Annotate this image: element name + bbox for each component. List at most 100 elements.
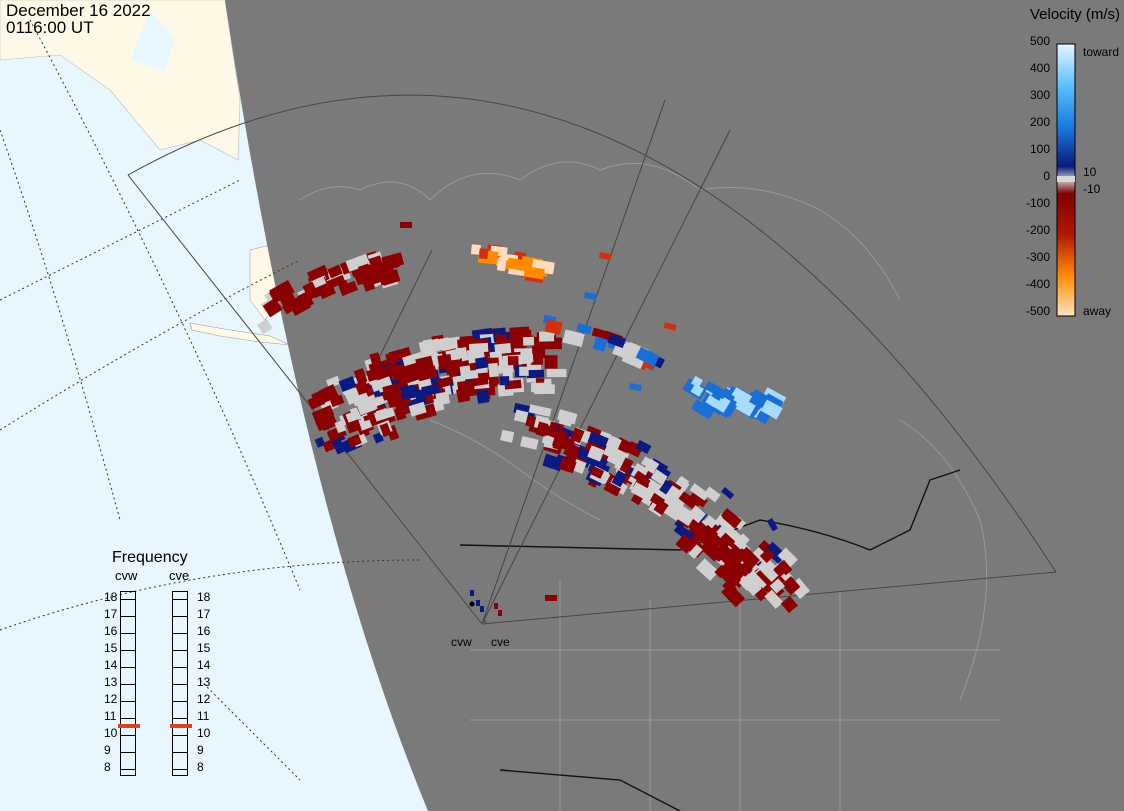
scatter-cell bbox=[526, 369, 545, 379]
velocity-tick-label: -400 bbox=[1025, 277, 1050, 291]
scatter-cell bbox=[562, 329, 585, 348]
scatter-cell bbox=[633, 470, 650, 486]
frequency-level-label: 15 bbox=[104, 641, 118, 655]
scatter-cell bbox=[393, 364, 406, 379]
scatter-cell bbox=[635, 439, 652, 454]
scatter-cell bbox=[278, 291, 298, 309]
radar-site-cvw bbox=[469, 601, 475, 607]
scatter-cell bbox=[399, 384, 416, 400]
scatter-cell bbox=[361, 276, 376, 292]
scatter-cell bbox=[591, 327, 615, 342]
frequency-column bbox=[120, 591, 136, 776]
scatter-cell bbox=[468, 342, 489, 353]
scatter-cell bbox=[500, 429, 515, 443]
scatter-cell bbox=[766, 518, 778, 532]
scatter-cell bbox=[437, 354, 453, 370]
frequency-level-label: 16 bbox=[104, 624, 118, 638]
scatter-cell bbox=[764, 589, 784, 609]
scatter-cell bbox=[722, 402, 737, 418]
scatter-cell bbox=[716, 532, 734, 550]
scatter-cell bbox=[457, 380, 473, 396]
scatter-cell bbox=[744, 579, 762, 597]
scatter-cell bbox=[558, 412, 574, 427]
freq-radar-label-cvw: cvw bbox=[115, 568, 138, 583]
scatter-cell bbox=[757, 560, 779, 583]
aleutian-islands bbox=[189, 322, 291, 346]
scatter-cell bbox=[382, 383, 398, 399]
scatter-cell bbox=[711, 545, 728, 562]
frequency-indicator bbox=[170, 724, 192, 728]
velocity-scatter bbox=[257, 222, 810, 616]
frequency-gridline bbox=[172, 735, 188, 736]
scatter-cell bbox=[459, 365, 472, 378]
frequency-gridline bbox=[172, 667, 188, 668]
scatter-cell bbox=[494, 603, 498, 609]
frequency-gridline bbox=[172, 718, 188, 719]
scatter-cell bbox=[476, 600, 480, 606]
scatter-cell bbox=[544, 319, 563, 335]
observation-time: 0116:00 UT bbox=[6, 18, 94, 37]
frequency-level-label: 12 bbox=[197, 692, 211, 706]
scatter-cell bbox=[370, 376, 393, 393]
velocity-legend-title: Velocity (m/s) bbox=[1029, 6, 1120, 23]
scatter-cell bbox=[507, 257, 528, 272]
frequency-gridline bbox=[172, 701, 188, 702]
scatter-cell bbox=[318, 284, 336, 300]
scatter-cell bbox=[611, 470, 628, 488]
observation-date: December 16 2022 bbox=[6, 1, 151, 20]
scatter-cell bbox=[621, 349, 646, 370]
velocity-zero-band bbox=[1057, 176, 1075, 182]
velocity-tick-label: 100 bbox=[1029, 142, 1050, 156]
frequency-level-label: 9 bbox=[197, 743, 204, 757]
scatter-cell bbox=[353, 368, 368, 385]
scatter-cell bbox=[415, 355, 434, 371]
legend-toward-label: toward bbox=[1083, 45, 1120, 59]
scatter-cell bbox=[703, 486, 721, 503]
scatter-cell bbox=[530, 382, 552, 393]
scatter-cell bbox=[306, 264, 329, 282]
scatter-cell bbox=[703, 514, 718, 530]
scatter-cell bbox=[653, 499, 669, 516]
frequency-gridline bbox=[172, 616, 188, 617]
scatter-cell bbox=[498, 610, 502, 616]
scatter-cell bbox=[650, 469, 668, 486]
scatter-cell bbox=[621, 341, 637, 356]
scatter-cell bbox=[607, 333, 627, 349]
velocity-tick-label: -300 bbox=[1025, 250, 1050, 264]
scatter-cell bbox=[379, 422, 392, 437]
scatter-cell bbox=[628, 382, 642, 391]
scatter-cell bbox=[530, 351, 544, 365]
scatter-cell bbox=[522, 336, 535, 346]
scatter-cell bbox=[587, 445, 605, 462]
scatter-cell bbox=[513, 409, 529, 424]
scatter-cell bbox=[735, 397, 756, 417]
scatter-cell bbox=[318, 384, 339, 403]
scatter-cell bbox=[310, 274, 327, 289]
scatter-cell bbox=[400, 222, 412, 228]
scatter-cell bbox=[332, 439, 346, 455]
scatter-cell bbox=[338, 376, 357, 393]
fov-outline bbox=[127, 94, 1057, 625]
frequency-level-label: 9 bbox=[104, 743, 111, 757]
scatter-cell bbox=[759, 548, 775, 564]
frequency-column bbox=[172, 591, 188, 776]
scatter-cell bbox=[478, 248, 489, 260]
scatter-cell bbox=[322, 439, 335, 453]
scatter-cell bbox=[325, 375, 341, 389]
scatter-cell bbox=[780, 595, 798, 614]
scatter-cell bbox=[494, 342, 512, 355]
daylit-land bbox=[130, 10, 175, 70]
scatter-cell bbox=[397, 371, 420, 386]
scatter-cell bbox=[496, 256, 507, 272]
scatter-cell bbox=[570, 427, 585, 444]
scatter-cell bbox=[761, 399, 783, 419]
scatter-cell bbox=[589, 466, 605, 479]
velocity-tick-label: 0 bbox=[1043, 169, 1050, 183]
scatter-cell bbox=[678, 491, 701, 511]
scatter-cell bbox=[691, 375, 703, 388]
frequency-level-label: 14 bbox=[197, 658, 211, 672]
velocity-tick-label: 200 bbox=[1029, 115, 1050, 129]
scatter-cell bbox=[345, 253, 370, 272]
scatter-cell bbox=[673, 523, 695, 543]
